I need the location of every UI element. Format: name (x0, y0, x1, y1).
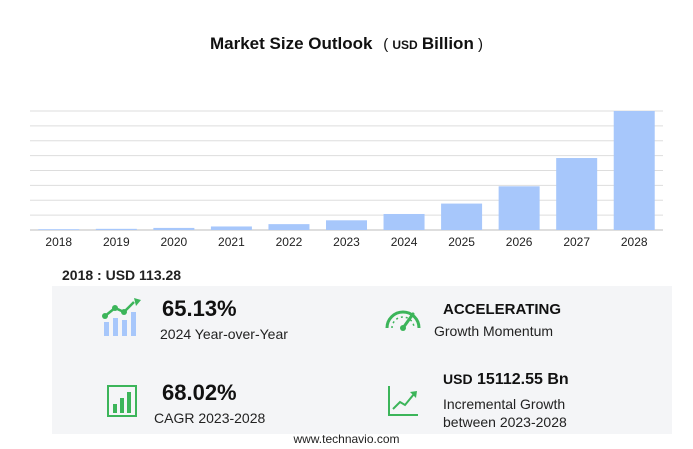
yoy-label: 2024 Year-over-Year (160, 326, 288, 342)
bar-growth-icon (102, 298, 141, 336)
x-tick-label: 2027 (563, 235, 590, 249)
incremental-amount: 15112.55 Bn (477, 371, 569, 388)
kpi-panel (52, 286, 672, 434)
bar-2027 (556, 158, 598, 230)
x-tick-label: 2023 (333, 235, 360, 249)
momentum-value: ACCELERATING (443, 301, 562, 318)
x-tick-label: 2022 (276, 235, 303, 249)
chart-unit-prefix: USD (392, 38, 418, 52)
speedometer-icon (385, 310, 421, 331)
chart-unit: ( USD Billion ) (383, 34, 484, 53)
bar-2028 (613, 111, 655, 230)
momentum-label: Growth Momentum (434, 323, 554, 339)
x-tick-label: 2026 (506, 235, 533, 249)
incremental-value: USD 15112.55 Bn (443, 371, 569, 389)
bar-2021 (210, 226, 252, 230)
x-tick-label: 2019 (103, 235, 130, 249)
base-year-value: 2018 : USD 113.28 (62, 267, 182, 283)
chart-title-text: Market Size Outlook (209, 34, 373, 53)
bar-2023 (326, 220, 367, 230)
bar-2020 (153, 227, 195, 230)
bar-2025 (441, 203, 483, 230)
cagr-label: CAGR 2023-2028 (154, 410, 266, 426)
source-url: www.technavio.com (293, 432, 400, 446)
bar-chart-icon (107, 385, 137, 417)
x-tick-label: 2025 (448, 235, 475, 249)
bar-2022 (268, 224, 310, 230)
incremental-currency: USD (443, 371, 473, 387)
trend-line-icon (388, 386, 418, 416)
x-tick-label: 2020 (161, 235, 188, 249)
bar-2018 (38, 229, 80, 230)
bar-2019 (95, 228, 137, 230)
x-tick-label: 2024 (391, 235, 418, 249)
bar-2024 (383, 213, 425, 230)
incremental-label-line1: Incremental Growth (443, 396, 566, 412)
chart-title: Market Size Outlook ( USD Billion ) (0, 34, 693, 54)
chart-unit-name: Billion (421, 34, 474, 53)
cagr-value: 68.02% (162, 380, 237, 405)
x-tick-label: 2018 (45, 235, 72, 249)
bar-2026 (498, 186, 540, 230)
x-tick-label: 2028 (621, 235, 648, 249)
bar-chart: 2018 2019 2020 2021 2022 2023 2024 2025 2026 2027… (30, 110, 663, 249)
yoy-value: 65.13% (162, 296, 237, 321)
incremental-label-line2: between 2023-2028 (443, 414, 567, 430)
x-tick-label: 2021 (218, 235, 245, 249)
